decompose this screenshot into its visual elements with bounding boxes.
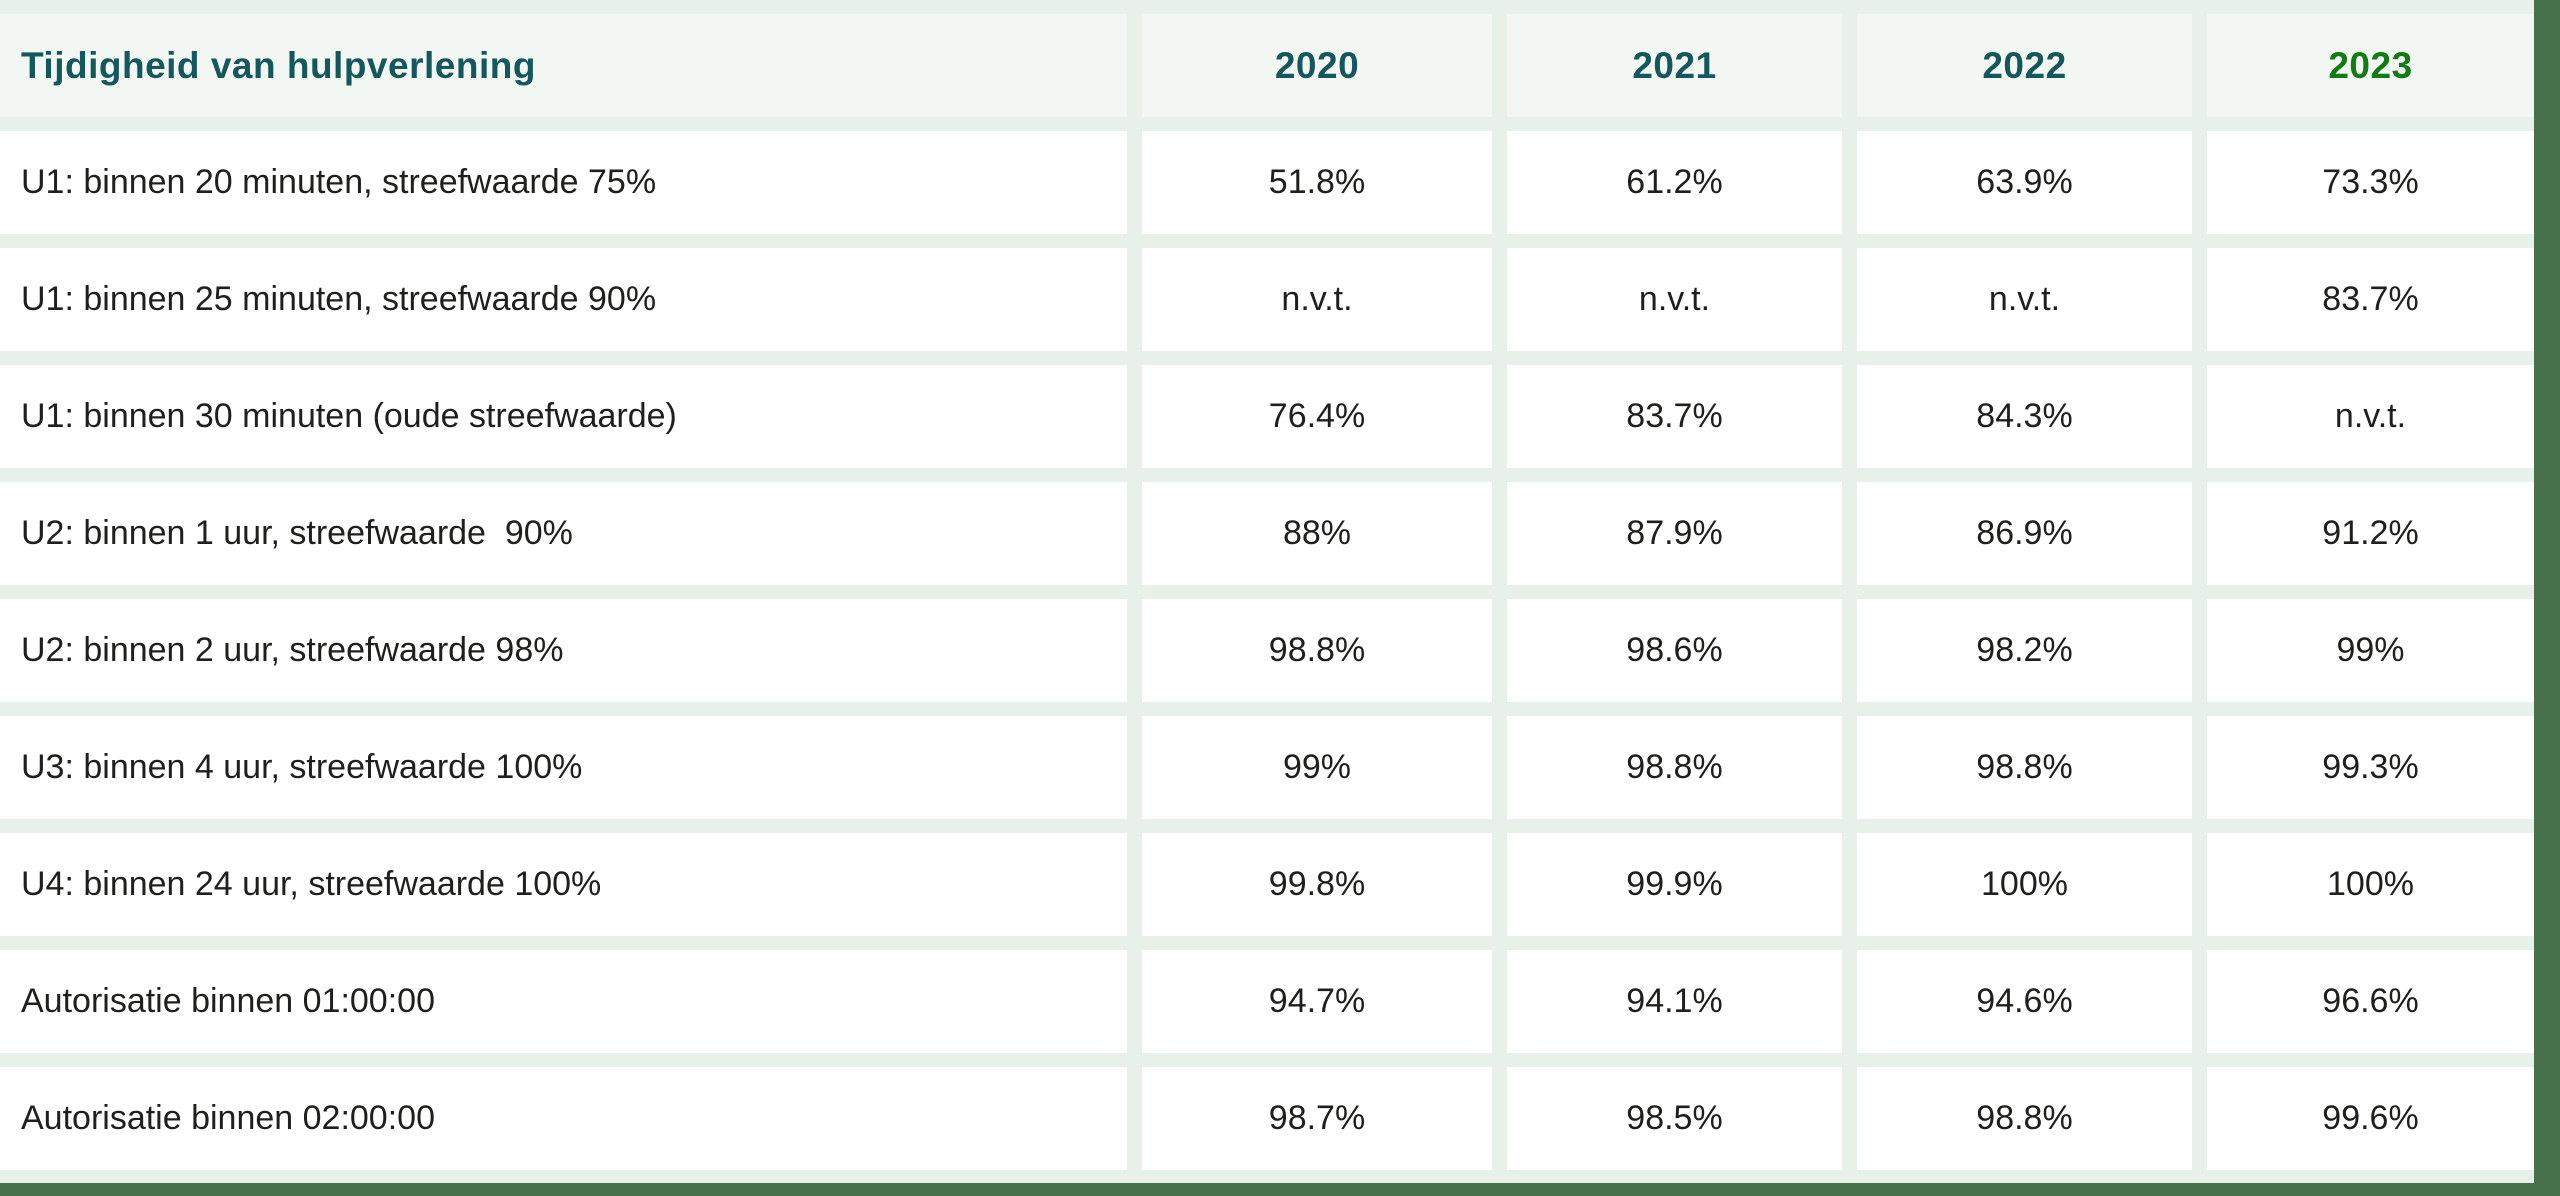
row-label: U1: binnen 30 minuten (oude streefwaarde… <box>0 365 1127 468</box>
table-cell-value: 61.2% <box>1507 131 1842 234</box>
table-cell-value: 86.9% <box>1857 482 2192 585</box>
table-cell-value: 63.9% <box>1857 131 2192 234</box>
row-label: U3: binnen 4 uur, streefwaarde 100% <box>0 716 1127 819</box>
table-title: Tijdigheid van hulpverlening <box>0 14 1127 117</box>
row-label: U1: binnen 25 minuten, streefwaarde 90% <box>0 248 1127 351</box>
table-cell-value: 100% <box>1857 833 2192 936</box>
table-cell-value: 99% <box>1142 716 1492 819</box>
table-cell-value: 98.8% <box>1507 716 1842 819</box>
column-header-2023: 2023 <box>2207 14 2534 117</box>
table-cell-value: 94.1% <box>1507 950 1842 1053</box>
table-cell-value: 94.6% <box>1857 950 2192 1053</box>
table-cell-value: 84.3% <box>1857 365 2192 468</box>
table-cell-value: 98.6% <box>1507 599 1842 702</box>
row-label: U2: binnen 2 uur, streefwaarde 98% <box>0 599 1127 702</box>
table-cell-value: 98.8% <box>1857 716 2192 819</box>
row-label: Autorisatie binnen 02:00:00 <box>0 1067 1127 1170</box>
table-cell-value: 99.8% <box>1142 833 1492 936</box>
table-cell-value: n.v.t. <box>1507 248 1842 351</box>
table-cell-value: 99% <box>2207 599 2534 702</box>
table-cell-value: 98.2% <box>1857 599 2192 702</box>
table-cell-value: 91.2% <box>2207 482 2534 585</box>
table-cell-value: 83.7% <box>2207 248 2534 351</box>
page-frame-bottom <box>0 1183 2560 1196</box>
table-cell-value: 83.7% <box>1507 365 1842 468</box>
row-label: Autorisatie binnen 01:00:00 <box>0 950 1127 1053</box>
row-label: U2: binnen 1 uur, streefwaarde 90% <box>0 482 1127 585</box>
column-header-2022: 2022 <box>1857 14 2192 117</box>
column-header-2020: 2020 <box>1142 14 1492 117</box>
column-header-2021: 2021 <box>1507 14 1842 117</box>
table-cell-value: 51.8% <box>1142 131 1492 234</box>
table-cell-value: 98.8% <box>1857 1067 2192 1170</box>
timeliness-table: Tijdigheid van hulpverlening 2020 2021 2… <box>0 14 2534 1170</box>
table-cell-value: 94.7% <box>1142 950 1492 1053</box>
page-frame-right <box>2534 0 2560 1196</box>
table-cell-value: 76.4% <box>1142 365 1492 468</box>
table-cell-value: n.v.t. <box>2207 365 2534 468</box>
table-cell-value: 99.9% <box>1507 833 1842 936</box>
table-cell-value: 99.6% <box>2207 1067 2534 1170</box>
table-cell-value: n.v.t. <box>1142 248 1492 351</box>
table-cell-value: 73.3% <box>2207 131 2534 234</box>
table-cell-value: 96.6% <box>2207 950 2534 1053</box>
table-cell-value: n.v.t. <box>1857 248 2192 351</box>
row-label: U4: binnen 24 uur, streefwaarde 100% <box>0 833 1127 936</box>
table-cell-value: 87.9% <box>1507 482 1842 585</box>
table-cell-value: 98.7% <box>1142 1067 1492 1170</box>
row-label: U1: binnen 20 minuten, streefwaarde 75% <box>0 131 1127 234</box>
table-cell-value: 100% <box>2207 833 2534 936</box>
table-cell-value: 88% <box>1142 482 1492 585</box>
table-cell-value: 98.5% <box>1507 1067 1842 1170</box>
table-cell-value: 99.3% <box>2207 716 2534 819</box>
table-cell-value: 98.8% <box>1142 599 1492 702</box>
